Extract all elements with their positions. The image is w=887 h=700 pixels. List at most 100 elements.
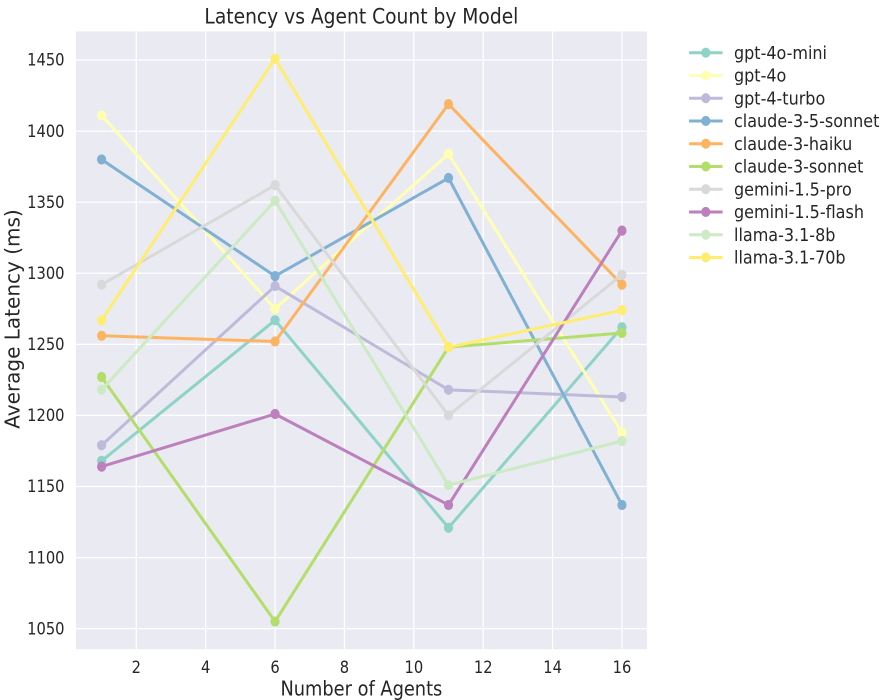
series-llama-3.1-70b [97,53,627,353]
legend-label: gpt-4o [734,66,786,87]
data-point-llama-3.1-70b-1 [97,315,107,326]
legend-marker-icon [701,138,711,149]
legend-item-llama-3.1-70b: llama-3.1-70b [689,248,846,269]
legend-marker-icon [701,252,711,263]
series-line-llama-3.1-70b [100,57,624,349]
legend-label: gpt-4o-mini [734,43,827,64]
y-tick-label-1250: 1250 [27,335,64,354]
series-line-gemini-1.5-pro [100,183,624,417]
x-tick-label-6: 6 [270,658,279,677]
data-point-gpt-4o-11 [443,148,454,159]
legend-marker-icon [701,93,711,104]
data-point-gemini-1.5-flash-6 [270,408,280,420]
data-point-gemini-1.5-flash-16 [617,225,627,236]
legend-label: llama-3.1-70b [734,248,846,269]
legend-marker-icon [701,115,711,127]
data-point-gemini-1.5-pro-11 [443,410,454,421]
series-line-claude-3-sonnet [100,331,624,624]
legend-marker-icon [701,206,711,218]
series-line-gemini-1.5-flash [100,229,624,507]
y-tick-label-1300: 1300 [27,264,64,283]
data-point-claude-3-sonnet-1 [97,371,107,383]
data-point-claude-3-5-sonnet-1 [97,154,107,165]
legend-item-llama-3.1-8b: llama-3.1-8b [689,225,835,246]
legend-item-gpt-4-turbo: gpt-4-turbo [689,89,825,110]
x-tick-label-12: 12 [474,658,493,677]
legend-label: gpt-4-turbo [734,89,825,110]
data-point-llama-3.1-70b-16 [617,305,627,316]
legend-item-gemini-1.5-pro: gemini-1.5-pro [689,180,852,201]
data-point-llama-3.1-8b-16 [617,435,627,447]
data-point-claude-3-sonnet-16 [617,327,627,339]
x-tick-label-14: 14 [543,658,562,677]
legend-marker-icon [701,229,711,240]
data-point-gpt-4o-1 [97,110,107,121]
legend-marker-icon [701,184,711,195]
data-point-claude-3-haiku-6 [270,336,280,347]
legend-label: claude-3-sonnet [734,157,864,178]
x-axis-label: Number of Agents [280,678,442,700]
y-tick-label-1100: 1100 [27,548,64,567]
y-tick-label-1350: 1350 [27,193,64,212]
x-tick-labels: 2 4 6 8 10 12 14 16 [132,658,632,677]
series-gemini-1.5-pro [97,180,627,421]
data-point-gpt-4-turbo-6 [270,280,280,292]
data-point-gpt-4o-16 [617,427,627,438]
x-tick-label-2: 2 [132,658,141,677]
legend-item-claude-3-5-sonnet: claude-3-5-sonnet [689,111,880,132]
legend-label: llama-3.1-8b [734,225,835,246]
series-gpt-4-turbo [97,280,627,451]
legend-item-gemini-1.5-flash: gemini-1.5-flash [689,202,864,223]
series-line-gpt-4o-mini [100,318,624,530]
x-tick-label-16: 16 [613,658,632,677]
y-tick-label-1400: 1400 [27,122,64,141]
series-line-claude-3-haiku [100,102,624,343]
data-point-gpt-4-turbo-16 [617,391,627,403]
data-point-claude-3-5-sonnet-16 [617,499,627,511]
legend-label: claude-3-5-sonnet [734,111,880,132]
data-point-llama-3.1-8b-11 [443,479,454,491]
data-point-claude-3-5-sonnet-11 [443,172,454,184]
data-point-claude-3-haiku-11 [443,98,454,110]
legend-marker-icon [701,47,711,58]
legend-label: gemini-1.5-pro [734,180,852,201]
series-layer [97,53,627,627]
x-tick-label-10: 10 [404,658,423,677]
legend-item-gpt-4o: gpt-4o [689,66,786,87]
y-tick-labels: 1050 1100 1150 1200 1250 1300 1350 1400 1450 [27,51,64,639]
legend-item-gpt-4o-mini: gpt-4o-mini [689,43,827,64]
y-tick-label-1150: 1150 [27,477,64,496]
data-point-llama-3.1-70b-6 [270,53,280,64]
legend-marker-icon [701,70,711,81]
data-point-gpt-4o-mini-6 [270,315,280,326]
series-llama-3.1-8b [97,195,627,491]
series-gemini-1.5-flash [97,225,627,511]
series-line-llama-3.1-8b [100,199,624,487]
data-point-claude-3-sonnet-6 [270,616,280,627]
chart-title: Latency vs Agent Count by Model [204,5,518,29]
x-tick-label-8: 8 [340,658,349,677]
legend-item-claude-3-haiku: claude-3-haiku [689,134,852,155]
data-point-gpt-4o-6 [270,303,280,314]
y-tick-label-1200: 1200 [27,406,64,425]
data-point-llama-3.1-8b-1 [97,384,107,395]
data-point-gemini-1.5-pro-16 [617,269,627,280]
legend-label: gemini-1.5-flash [734,202,864,223]
y-axis-label: Average Latency (ms) [1,209,25,428]
legend: gpt-4o-minigpt-4ogpt-4-turboclaude-3-5-s… [689,43,880,269]
data-point-gpt-4-turbo-11 [443,384,454,395]
data-point-claude-3-haiku-16 [617,279,627,290]
data-point-gpt-4-turbo-1 [97,440,107,451]
data-point-gemini-1.5-flash-11 [443,499,454,511]
legend-marker-icon [701,161,711,172]
series-line-gpt-4-turbo [100,284,624,447]
series-gpt-4o-mini [97,315,627,533]
data-point-gemini-1.5-pro-6 [270,180,280,191]
series-claude-3-haiku [97,98,627,347]
series-gpt-4o [97,110,627,438]
series-line-gpt-4o [100,113,624,434]
data-point-gemini-1.5-flash-1 [97,461,107,472]
legend-label: claude-3-haiku [734,134,852,155]
